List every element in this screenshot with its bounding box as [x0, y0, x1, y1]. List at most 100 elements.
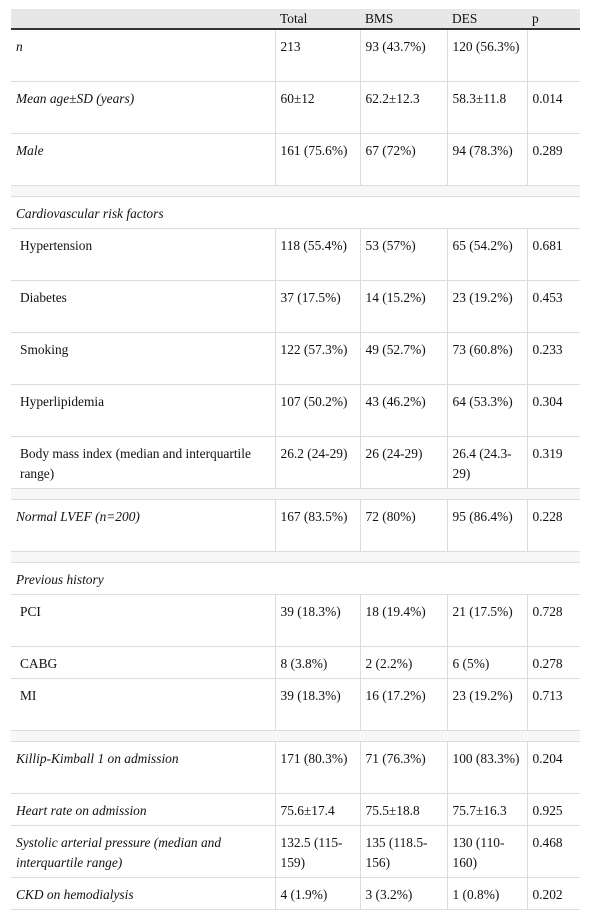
table-row: Male 161 (75.6%) 67 (72%) 94 (78.3%) 0.289: [11, 133, 580, 186]
row-label: Hypertension: [11, 228, 276, 281]
row-label: Mean age±SD (years): [11, 81, 276, 134]
row-label: Male: [11, 133, 276, 186]
table-row: Smoking 122 (57.3%) 49 (52.7%) 73 (60.8%) 0.…: [11, 332, 580, 385]
des-cell: 21 (17.5%): [447, 594, 528, 647]
row-label: MI: [11, 678, 276, 731]
table-row: Hyperlipidemia 107 (50.2%) 43 (46.2%) 64 (5…: [11, 384, 580, 437]
bms-cell: 53 (57%): [360, 228, 448, 281]
p-value-cell: 0.468: [527, 825, 580, 878]
total-cell: 39 (18.3%): [275, 594, 361, 647]
p-value-cell: 0.728: [527, 594, 580, 647]
row-label: n: [11, 29, 276, 82]
spacer-row: [11, 551, 580, 563]
total-cell: 107 (50.2%): [275, 384, 361, 437]
spacer-cell: [11, 488, 580, 500]
spacer-row: [11, 730, 580, 742]
spacer-cell: [11, 185, 580, 197]
header-total: Total: [275, 9, 360, 30]
section-header-row: Cardiovascular risk factors: [11, 196, 580, 229]
des-cell: 130 (110-160): [447, 825, 528, 878]
bms-cell: 71 (76.3%): [360, 741, 448, 794]
p-value-cell: 0.925: [527, 793, 580, 826]
bms-cell: 67 (72%): [360, 133, 448, 186]
header-p: p: [527, 9, 580, 30]
row-label: Heart rate on admission: [11, 793, 276, 826]
row-label: Systolic arterial pressure (median and i…: [11, 825, 276, 878]
p-value-cell: 0.014: [527, 81, 580, 134]
spacer-row: [11, 488, 580, 500]
des-cell: 26.4 (24.3-29): [447, 436, 528, 489]
des-cell: 95 (86.4%): [447, 499, 528, 552]
p-value-cell: 0.453: [527, 280, 580, 333]
row-label: Hyperlipidemia: [11, 384, 276, 437]
row-label: PCI: [11, 594, 276, 647]
total-cell: 167 (83.5%): [275, 499, 361, 552]
spacer-row: [11, 185, 580, 197]
des-cell: 75.7±16.3: [447, 793, 528, 826]
bms-cell: 43 (46.2%): [360, 384, 448, 437]
section-header-row: Previous history: [11, 562, 580, 595]
p-value-cell: 0.319: [527, 436, 580, 489]
total-cell: 75.6±17.4: [275, 793, 361, 826]
total-cell: 171 (80.3%): [275, 741, 361, 794]
row-label: Killip-Kimball 1 on admission: [11, 741, 276, 794]
total-cell: 60±12: [275, 81, 361, 134]
p-value-cell: 0.681: [527, 228, 580, 281]
table-row: Systolic arterial pressure (median and i…: [11, 825, 580, 878]
bms-cell: 72 (80%): [360, 499, 448, 552]
des-cell: 94 (78.3%): [447, 133, 528, 186]
row-label: Body mass index (median and interquartil…: [11, 436, 276, 489]
table-row: MI 39 (18.3%) 16 (17.2%) 23 (19.2%) 0.713: [11, 678, 580, 731]
total-cell: 4 (1.9%): [275, 877, 361, 910]
total-cell: 161 (75.6%): [275, 133, 361, 186]
baseline-characteristics-table: Total BMS DES p n 213 93 (43.7%) 120 (56.3%…: [11, 9, 580, 910]
header-des: DES: [447, 9, 527, 30]
p-value-cell: 0.278: [527, 646, 580, 679]
row-label: Diabetes: [11, 280, 276, 333]
p-value-cell: 0.289: [527, 133, 580, 186]
p-value-cell: 0.202: [527, 877, 580, 910]
spacer-cell: [11, 730, 580, 742]
bms-cell: 135 (118.5-156): [360, 825, 448, 878]
total-cell: 122 (57.3%): [275, 332, 361, 385]
table-row: CABG 8 (3.8%) 2 (2.2%) 6 (5%) 0.278: [11, 646, 580, 679]
section-title: Cardiovascular risk factors: [11, 196, 580, 229]
des-cell: 64 (53.3%): [447, 384, 528, 437]
section-title: Previous history: [11, 562, 580, 595]
row-label: CKD on hemodialysis: [11, 877, 276, 910]
total-cell: 213: [275, 29, 361, 82]
total-cell: 26.2 (24-29): [275, 436, 361, 489]
baseline-characteristics-table-container: Total BMS DES p n 213 93 (43.7%) 120 (56.3%…: [11, 9, 580, 910]
des-cell: 65 (54.2%): [447, 228, 528, 281]
table-row: Mean age±SD (years) 60±12 62.2±12.3 58.3±11…: [11, 81, 580, 134]
bms-cell: 16 (17.2%): [360, 678, 448, 731]
p-value-cell: 0.204: [527, 741, 580, 794]
header-bms: BMS: [360, 9, 447, 30]
bms-cell: 49 (52.7%): [360, 332, 448, 385]
table-row: Body mass index (median and interquartil…: [11, 436, 580, 489]
bms-cell: 18 (19.4%): [360, 594, 448, 647]
table-header: Total BMS DES p: [11, 9, 580, 30]
total-cell: 37 (17.5%): [275, 280, 361, 333]
des-cell: 100 (83.3%): [447, 741, 528, 794]
row-label: Smoking: [11, 332, 276, 385]
p-value-cell: 0.713: [527, 678, 580, 731]
table-row: n 213 93 (43.7%) 120 (56.3%): [11, 29, 580, 82]
total-cell: 118 (55.4%): [275, 228, 361, 281]
table-row: Killip-Kimball 1 on admission 171 (80.3%)…: [11, 741, 580, 794]
des-cell: 1 (0.8%): [447, 877, 528, 910]
header-label-column: [11, 9, 275, 30]
table-row: PCI 39 (18.3%) 18 (19.4%) 21 (17.5%) 0.728: [11, 594, 580, 647]
p-value-cell: 0.304: [527, 384, 580, 437]
p-value-cell: [527, 29, 580, 82]
total-cell: 8 (3.8%): [275, 646, 361, 679]
row-label: Normal LVEF (n=200): [11, 499, 276, 552]
bms-cell: 75.5±18.8: [360, 793, 448, 826]
des-cell: 73 (60.8%): [447, 332, 528, 385]
table-row: Diabetes 37 (17.5%) 14 (15.2%) 23 (19.2%) 0.…: [11, 280, 580, 333]
p-value-cell: 0.233: [527, 332, 580, 385]
des-cell: 6 (5%): [447, 646, 528, 679]
des-cell: 23 (19.2%): [447, 678, 528, 731]
des-cell: 23 (19.2%): [447, 280, 528, 333]
bms-cell: 62.2±12.3: [360, 81, 448, 134]
